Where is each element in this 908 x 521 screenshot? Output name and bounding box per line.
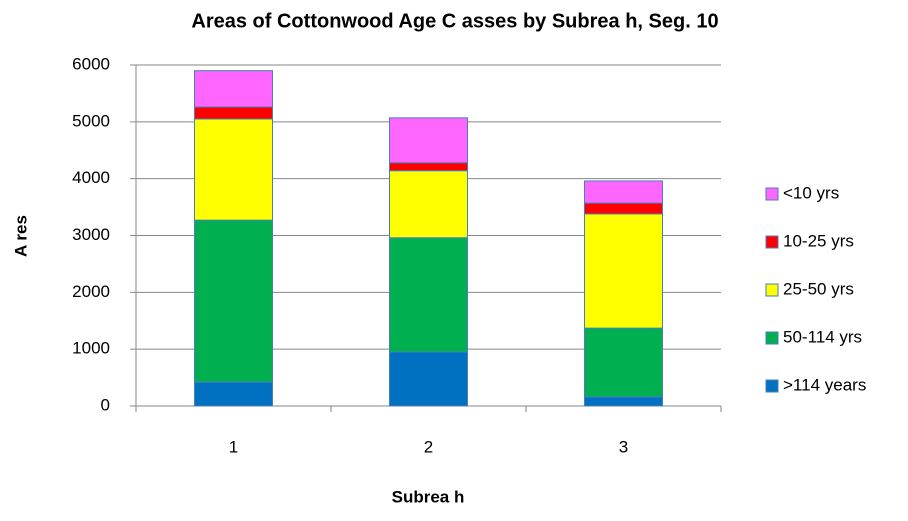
legend-label: 10-25 yrs (783, 231, 854, 250)
legend-swatch (765, 283, 779, 297)
x-tick-label: 1 (229, 437, 238, 456)
y-tick-label: 6000 (72, 54, 110, 73)
x-tick-label: 3 (619, 437, 628, 456)
y-axis-title: A res (11, 215, 30, 257)
chart-title: Areas of Cottonwood Age C asses by Subre… (191, 10, 718, 32)
bar-segment (389, 351, 468, 407)
legend-swatch (765, 187, 779, 201)
bar-segment (194, 219, 273, 383)
bar-segment (194, 70, 273, 108)
y-tick-label: 0 (101, 395, 110, 414)
bar-segment (389, 237, 468, 353)
bar-segment (389, 162, 468, 172)
bar-segment (194, 106, 273, 120)
y-tick-label: 2000 (72, 282, 110, 301)
legend-label: >114 years (783, 375, 866, 394)
bar-segment (389, 170, 468, 239)
bar-segment (584, 180, 663, 204)
bar-segment (584, 396, 663, 407)
bar-segment (584, 213, 663, 329)
y-tick-label: 5000 (72, 111, 110, 130)
legend-label: 50-114 yrs (783, 327, 862, 346)
x-tick-label: 2 (424, 437, 433, 456)
y-tick-label: 3000 (72, 225, 110, 244)
y-tick-label: 4000 (72, 168, 110, 187)
legend-swatch (765, 235, 779, 249)
bar-segment (584, 327, 663, 398)
bar-segment (584, 202, 663, 215)
y-tick-label: 1000 (72, 339, 110, 358)
bar-segment (194, 118, 273, 221)
bar-segment (194, 381, 273, 407)
x-axis-title: Subrea h (392, 487, 465, 506)
bar-segment (389, 117, 468, 164)
legend-label: <10 yrs (783, 183, 839, 202)
legend-label: 25-50 yrs (783, 279, 854, 298)
legend-swatch (765, 331, 779, 345)
legend-swatch (765, 379, 779, 393)
